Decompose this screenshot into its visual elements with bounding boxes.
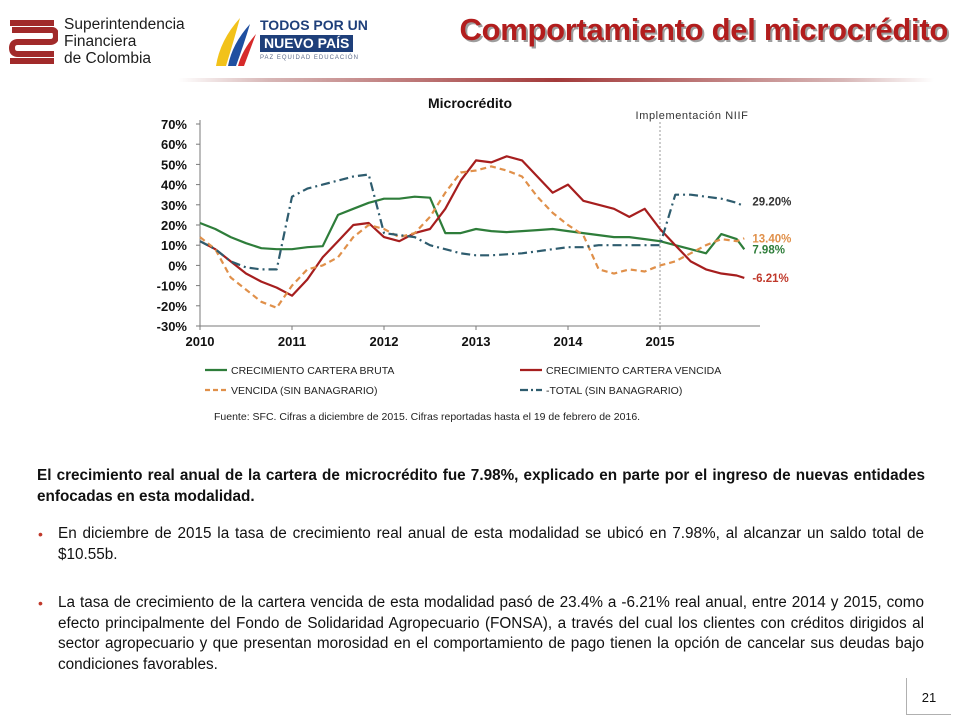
- y-tick-label: 20%: [161, 218, 187, 233]
- legend-label: CRECIMIENTO CARTERA BRUTA: [231, 365, 394, 377]
- legend-label: VENCIDA (SIN BANAGRARIO): [231, 385, 377, 397]
- org-name-line-3: de Colombia: [64, 50, 152, 67]
- series-end-label: 7.98%: [752, 244, 785, 256]
- page-title: Comportamiento del microcrédito: [459, 12, 949, 47]
- y-tick-label: -10%: [157, 279, 188, 294]
- bullet-item: • La tasa de crecimiento de la cartera v…: [38, 593, 924, 675]
- series-end-label: -6.21%: [752, 273, 788, 285]
- y-tick-label: 50%: [161, 157, 187, 172]
- gov-logo-line-2: NUEVO PAÍS: [260, 35, 354, 52]
- x-tick-label: 2013: [462, 334, 491, 349]
- series-end-label: 29.20%: [752, 196, 791, 208]
- org-name-line-2: Financiera: [64, 33, 137, 50]
- y-tick-label: -20%: [157, 299, 188, 314]
- x-tick-label: 2011: [278, 334, 306, 349]
- y-tick-label: 40%: [161, 178, 187, 193]
- chart-source-note: Fuente: SFC. Cifras a diciembre de 2015.…: [214, 411, 641, 423]
- x-tick-label: 2015: [646, 334, 675, 349]
- y-tick-label: -30%: [157, 319, 188, 334]
- title-divider: [178, 78, 934, 82]
- series-end-label: 13.40%: [752, 233, 791, 245]
- bullet-item: • En diciembre de 2015 la tasa de crecim…: [38, 524, 924, 565]
- gov-logo-line-3: PAZ EQUIDAD EDUCACIÓN: [260, 55, 359, 61]
- series-line-2: [199, 155, 745, 297]
- x-tick-label: 2010: [186, 334, 215, 349]
- series-line-3: [199, 165, 745, 309]
- sfc-emblem-icon: [8, 20, 58, 64]
- chart-title: Microcrédito: [428, 95, 512, 111]
- lead-paragraph: El crecimiento real anual de la cartera …: [37, 467, 925, 505]
- x-tick-label: 2012: [370, 334, 399, 349]
- bullet-text: La tasa de crecimiento de la cartera ven…: [58, 594, 924, 673]
- bullet-dot-icon: •: [38, 526, 43, 542]
- y-tick-label: 10%: [161, 238, 187, 253]
- page-number: 21: [906, 678, 951, 715]
- sfc-logo: Superintendencia Financiera de Colombia: [8, 14, 185, 70]
- x-tick-label: 2014: [554, 334, 584, 349]
- series-line-4: [199, 173, 745, 271]
- gov-logo-line-1: TODOS POR UN: [260, 17, 368, 33]
- colombia-flag-wings-icon: [216, 18, 256, 66]
- y-tick-label: 30%: [161, 198, 187, 213]
- gov-logo: TODOS POR UN NUEVO PAÍS PAZ EQUIDAD EDUC…: [210, 10, 368, 72]
- legend-label: -TOTAL (SIN BANAGRARIO): [546, 385, 682, 397]
- bullet-text: En diciembre de 2015 la tasa de crecimie…: [58, 525, 924, 563]
- y-tick-label: 0%: [168, 258, 187, 273]
- y-tick-label: 70%: [161, 117, 187, 132]
- niif-annotation-label: Implementación NIIF: [636, 110, 749, 122]
- legend-label: CRECIMIENTO CARTERA VENCIDA: [546, 365, 721, 377]
- microcredito-line-chart: Microcrédito 70% 60% 50% 40% 30% 20% 10% 0% -10%…: [157, 95, 792, 397]
- y-tick-label: 60%: [161, 137, 187, 152]
- org-name-line-1: Superintendencia: [64, 16, 185, 33]
- series-line-1: [199, 195, 746, 255]
- bullet-dot-icon: •: [38, 595, 43, 611]
